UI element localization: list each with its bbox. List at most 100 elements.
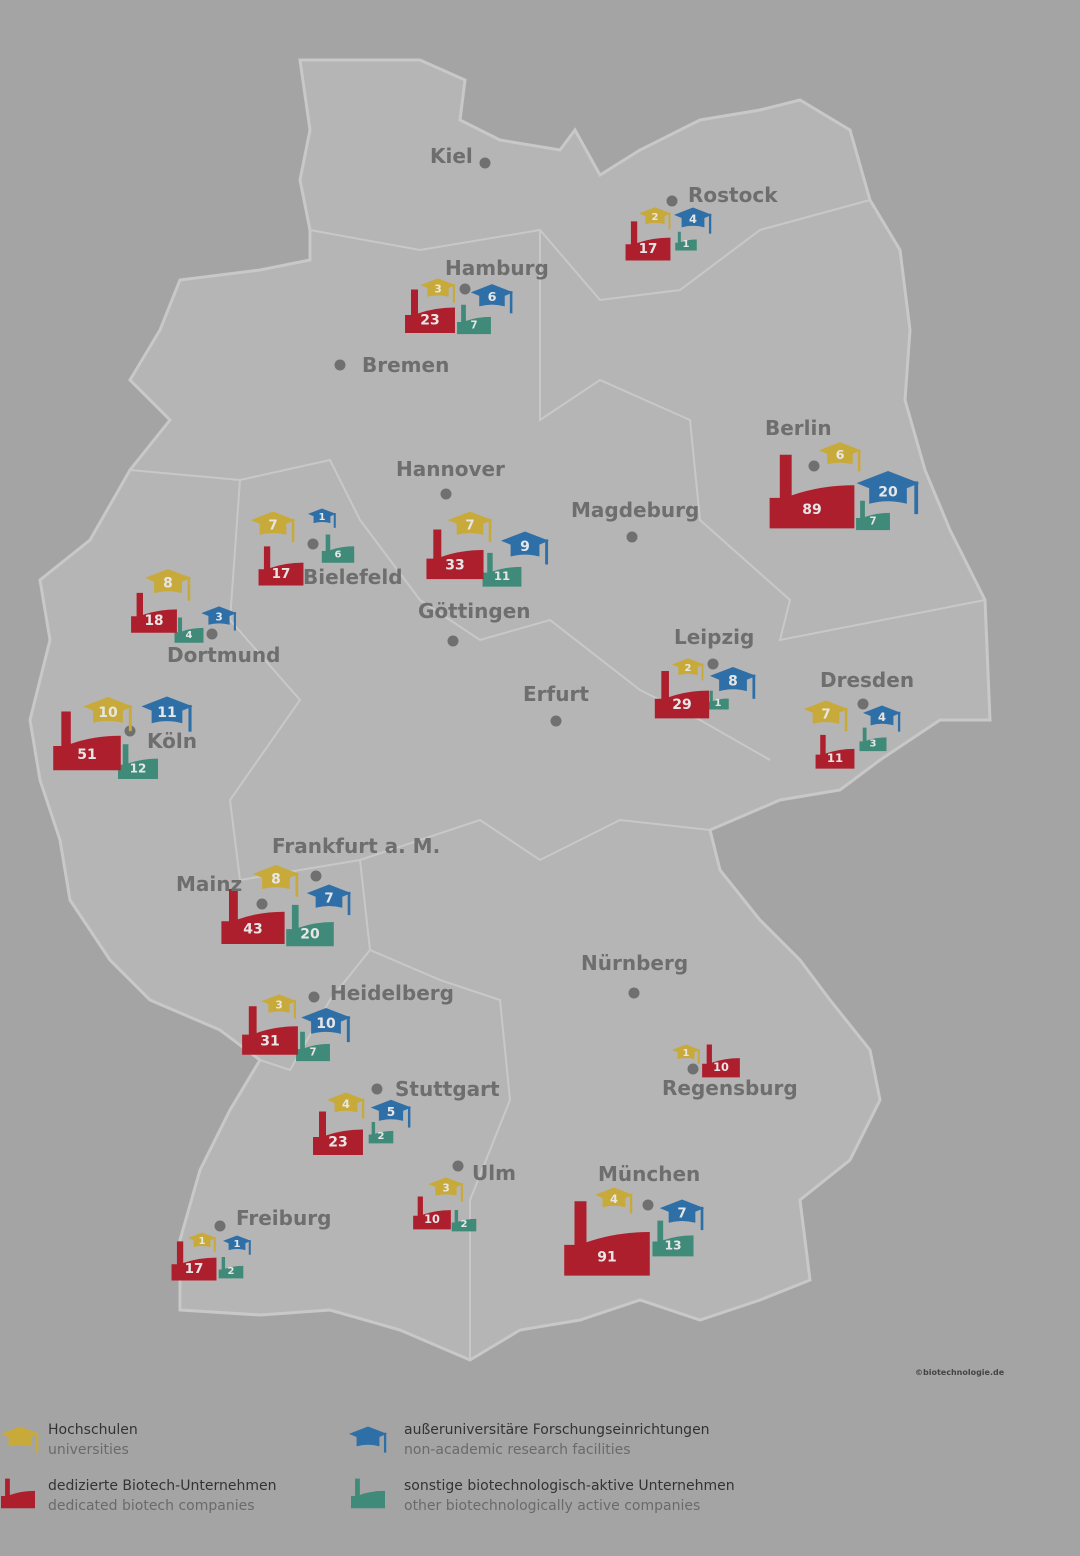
city-label: Heidelberg (330, 981, 454, 1005)
university-cap-icon: 8 (252, 864, 300, 897)
city-dot (371, 1083, 383, 1095)
city-label: Regensburg (662, 1076, 798, 1100)
city-dot (666, 195, 678, 207)
germany-map: Kiel11742Rostock72363HamburgBremen789206… (28, 58, 992, 1362)
dedicated-biotech-factory-icon-count: 51 (77, 747, 96, 763)
city-regensburg: 10 1 Regensburg (662, 1044, 798, 1100)
dedicated-biotech-factory-icon-count: 10 (713, 1061, 729, 1074)
university-cap-icon-count: 4 (610, 1192, 618, 1206)
legend-research-en: non-academic research facilities (404, 1442, 631, 1458)
research-facility-cap-icon: 7 (659, 1199, 705, 1231)
research-facility-cap-icon: 4 (863, 705, 901, 732)
city-erfurt: Erfurt (523, 682, 589, 727)
other-companies-factory-icon-count: 13 (664, 1238, 681, 1252)
city-dot (857, 698, 869, 710)
dedicated-biotech-factory-icon-count: 91 (597, 1249, 616, 1265)
city-berlin: 7 89 20 6 Berlin (765, 416, 920, 531)
university-cap-icon-count: 3 (434, 284, 441, 296)
university-cap-icon-count: 7 (821, 707, 830, 722)
city-dot (479, 157, 491, 169)
dedicated-biotech-factory-icon: 31 (242, 1006, 298, 1055)
university-cap-icon: 6 (818, 442, 862, 472)
research-facility-cap-icon-count: 1 (234, 1239, 241, 1250)
city-label: Hannover (396, 457, 505, 481)
research-facility-cap-icon-count: 4 (878, 710, 886, 724)
city-dot (310, 870, 322, 882)
university-cap-icon: 2 (671, 658, 705, 681)
city-ulm: 2 10 3 Ulm (413, 1160, 516, 1232)
factory-icon (351, 1478, 385, 1509)
city-göttingen: Göttingen (418, 599, 531, 647)
city-label: Bremen (362, 353, 449, 377)
city-frankfurt-a-m: Frankfurt a. M. (272, 834, 440, 882)
legend-universities: Hochschulen universities (0, 1420, 138, 1460)
legend-universities-en: universities (48, 1442, 129, 1458)
dedicated-biotech-factory-icon-count: 11 (827, 751, 843, 765)
dedicated-biotech-factory-icon: 29 (654, 670, 710, 719)
research-facility-cap-icon: 4 (674, 207, 712, 234)
city-label: Mainz (176, 872, 242, 896)
graduation-cap-icon (1, 1426, 39, 1453)
university-cap-icon: 4 (595, 1187, 633, 1214)
dedicated-biotech-factory-icon: 43 (221, 888, 285, 944)
research-facility-cap-icon: 1 (308, 508, 336, 528)
legend-other: sonstige biotechnologisch-aktive Unterne… (344, 1476, 735, 1516)
city-label: Göttingen (418, 599, 531, 623)
legend-factory-shape (1, 1478, 35, 1509)
city-münchen: 13 91 7 4 München (564, 1162, 705, 1276)
other-companies-factory-icon-count: 11 (494, 569, 510, 583)
city-label: Rostock (688, 183, 778, 207)
city-label: Leipzig (674, 625, 754, 649)
dedicated-biotech-factory-icon: 10 (702, 1044, 740, 1078)
dedicated-biotech-factory-icon: 17 (258, 546, 304, 586)
university-cap-icon: 7 (250, 511, 296, 543)
dedicated-biotech-factory-icon-count: 89 (802, 502, 821, 518)
other-companies-factory-icon: 7 (457, 304, 491, 335)
city-rostock: 1 17 4 2 Rostock (625, 183, 778, 261)
research-facility-cap-icon-count: 10 (316, 1016, 336, 1032)
university-cap-icon-count: 2 (685, 663, 692, 674)
legend-dedicated-en: dedicated biotech companies (48, 1498, 255, 1514)
city-label: Köln (147, 729, 197, 753)
city-hamburg: 7 23 6 3 Hamburg (405, 256, 549, 335)
city-label: Dresden (820, 668, 914, 692)
dedicated-biotech-factory-icon: 17 (171, 1241, 217, 1281)
other-companies-factory-icon-count: 3 (870, 739, 877, 750)
other-companies-factory-icon: 4 (174, 617, 204, 643)
other-companies-factory-icon: 12 (118, 744, 158, 779)
city-dot (452, 1160, 464, 1172)
city-magdeburg: Magdeburg (571, 498, 699, 543)
dedicated-biotech-factory-icon: 18 (131, 592, 177, 633)
dedicated-biotech-factory-icon: 51 (53, 711, 121, 771)
university-cap-icon-count: 8 (163, 576, 173, 592)
city-dot (334, 359, 346, 371)
other-companies-factory-icon-count: 6 (335, 549, 342, 560)
research-facility-cap-icon: 7 (306, 884, 352, 916)
research-facility-cap-icon: 6 (470, 284, 514, 314)
legend-research: außeruniversitäre Forschungseinrichtunge… (344, 1420, 710, 1460)
legend-research-de: außeruniversitäre Forschungseinrichtunge… (404, 1422, 710, 1438)
other-companies-factory-icon: 2 (368, 1121, 394, 1144)
city-dot (256, 898, 268, 910)
research-facility-cap-icon-count: 11 (157, 705, 176, 721)
dedicated-biotech-factory-icon-count: 23 (328, 1135, 347, 1151)
legend-cap-shape (1, 1426, 39, 1453)
other-companies-factory-icon: 7 (856, 500, 890, 531)
research-facility-cap-icon: 11 (141, 696, 193, 732)
research-facility-cap-icon: 8 (709, 666, 757, 699)
research-facility-cap-icon: 9 (501, 531, 549, 565)
research-facility-cap-icon-count: 4 (689, 212, 697, 226)
university-cap-icon: 1 (672, 1044, 700, 1064)
university-cap-icon-count: 6 (836, 448, 845, 463)
dedicated-biotech-factory-icon: 11 (815, 734, 855, 769)
city-dot (687, 1063, 699, 1075)
city-heidelberg: 7 31 10 3 Heidelberg (242, 981, 454, 1062)
other-companies-factory-icon: 13 (652, 1220, 694, 1257)
city-label: Dortmund (167, 643, 280, 667)
city-mainz: 20 43 7 8 Mainz (176, 864, 352, 947)
other-companies-factory-icon-count: 2 (378, 1131, 385, 1142)
university-cap-icon-count: 7 (268, 518, 277, 533)
dedicated-biotech-factory-icon: 17 (625, 221, 671, 261)
graduation-cap-icon (349, 1426, 387, 1453)
city-köln: 12 51 11 10 Köln (53, 696, 197, 779)
